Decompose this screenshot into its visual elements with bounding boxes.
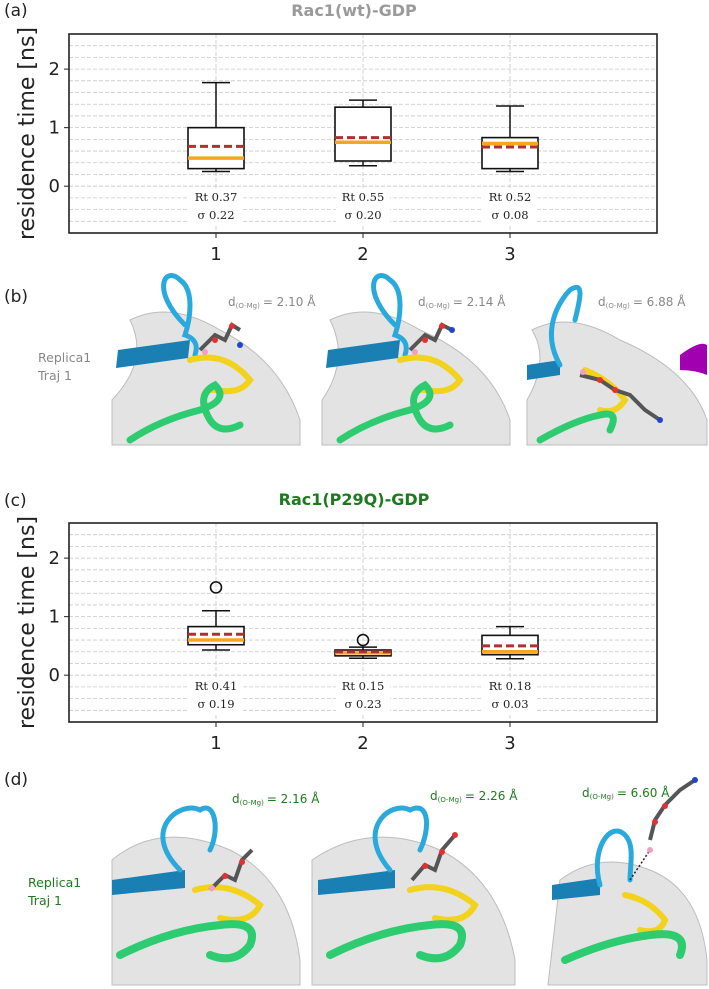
- stat-background: [189, 188, 243, 227]
- panel-label-a: (a): [4, 1, 28, 21]
- y-tick-label: 0: [49, 665, 60, 686]
- y-tick-label: 1: [49, 118, 60, 139]
- box-1: Rt 0.41 σ 0.19: [187, 581, 245, 716]
- stat-background: [483, 677, 537, 716]
- structure-b2: [321, 273, 512, 446]
- strand-shape: [116, 340, 190, 368]
- x-tick-label: 3: [504, 244, 515, 265]
- x-tick-label: 2: [357, 244, 368, 265]
- structure-d3: [547, 777, 708, 986]
- box-2: Rt 0.15 σ 0.23: [334, 633, 392, 716]
- stat-rt: Rt 0.41: [195, 679, 238, 693]
- chart-a-title: Rac1(wt)-GDP: [291, 1, 417, 20]
- stat-background: [189, 677, 243, 716]
- chart-c-title: Rac1(P29Q)-GDP: [279, 490, 430, 509]
- stat-sigma: σ 0.03: [491, 697, 528, 711]
- box-3: Rt 0.18 σ 0.03: [481, 625, 539, 716]
- stat-sigma: σ 0.19: [197, 697, 234, 711]
- y-axis-label: residence time [ns]: [15, 516, 40, 729]
- stat-sigma: σ 0.08: [491, 208, 528, 222]
- stat-rt: Rt 0.18: [489, 679, 532, 693]
- structure-b1: [111, 273, 302, 446]
- traj-label-d: Traj 1: [27, 893, 62, 908]
- structure-d1: [111, 805, 301, 986]
- y-tick-label: 2: [49, 548, 60, 569]
- structure-b3: [526, 275, 708, 446]
- replica-label-b: Replica1: [38, 350, 91, 365]
- stat-background: [483, 188, 537, 227]
- traj-label-b: Traj 1: [37, 368, 72, 383]
- outlier-point: [209, 581, 223, 594]
- panel-label-d: (d): [4, 770, 28, 790]
- y-axis-label: residence time [ns]: [15, 27, 40, 240]
- y-tick-label: 2: [49, 59, 60, 80]
- distance-label-d1: d(O-Mg) = 2.16 Å: [232, 791, 320, 807]
- box-iqr: [187, 126, 245, 170]
- stat-rt: Rt 0.55: [342, 190, 385, 204]
- stat-rt: Rt 0.52: [489, 190, 532, 204]
- box-3: Rt 0.52 σ 0.08: [481, 105, 539, 227]
- stat-rt: Rt 0.15: [342, 679, 385, 693]
- distance-label-b3: d(O-Mg) = 6.88 Å: [598, 294, 686, 310]
- y-tick-label: 0: [49, 176, 60, 197]
- stat-sigma: σ 0.22: [197, 208, 234, 222]
- stat-rt: Rt 0.37: [195, 190, 238, 204]
- replica-label-d: Replica1: [28, 875, 81, 890]
- distance-label-d2: d(O-Mg) = 2.26 Å: [430, 788, 518, 804]
- y-tick-label: 1: [49, 607, 60, 628]
- x-tick-label: 3: [504, 733, 515, 754]
- x-tick-label: 2: [357, 733, 368, 754]
- x-tick-label: 1: [210, 244, 221, 265]
- outlier-point: [356, 633, 370, 647]
- distance-label-b2: d(O-Mg) = 2.14 Å: [418, 294, 506, 310]
- stat-sigma: σ 0.23: [344, 697, 381, 711]
- distance-label-d3: d(O-Mg) = 6.60 Å: [582, 785, 670, 801]
- stat-background: [336, 188, 390, 227]
- x-tick-label: 1: [210, 733, 221, 754]
- stat-sigma: σ 0.20: [344, 208, 381, 222]
- distance-label-b1: d(O-Mg) = 2.10 Å: [228, 294, 316, 310]
- box-1: Rt 0.37 σ 0.22: [187, 81, 245, 227]
- structure-d2: [311, 805, 516, 986]
- stat-background: [336, 677, 390, 716]
- panel-label-b: (b): [4, 287, 28, 307]
- box-iqr: [334, 106, 392, 162]
- box-2: Rt 0.55 σ 0.20: [334, 99, 392, 227]
- panel-label-c: (c): [4, 491, 27, 511]
